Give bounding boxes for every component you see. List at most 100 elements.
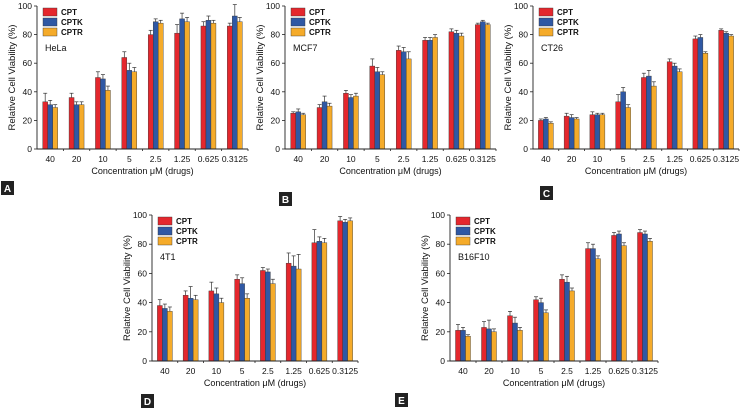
- bar-cptk-10: [100, 78, 106, 150]
- legend-label-cptr: CPTR: [309, 28, 331, 37]
- bar-cptk-40: [162, 308, 168, 362]
- legend-label-cptk: CPTK: [474, 227, 496, 236]
- bar-cpt-5: [369, 65, 376, 150]
- bar-cpt-10: [589, 114, 596, 150]
- bar-cpt-0.3125: [227, 25, 233, 150]
- y-tick-label-60: 60: [519, 58, 529, 68]
- legend-label-cptr: CPTR: [557, 28, 579, 37]
- bar-cptk-0.3125: [642, 233, 648, 362]
- legend-label-cpt: CPT: [61, 8, 77, 17]
- x-tick-label-0.3125: 0.3125: [332, 366, 358, 376]
- bar-cpt-5: [615, 101, 621, 150]
- bar-cptk-10: [213, 293, 220, 362]
- legend-swatch-cptk: [42, 17, 58, 27]
- legend-swatch-cpt: [538, 7, 554, 17]
- x-tick-label-10: 10: [510, 366, 520, 376]
- x-tick-label-1.25: 1.25: [174, 154, 191, 164]
- bar-cpt-2.5: [641, 77, 647, 150]
- legend-label-cptr: CPTR: [61, 28, 83, 37]
- bar-cptr-0.625: [321, 242, 328, 362]
- bar-cpt-20: [316, 107, 323, 150]
- bar-cpt-0.3125: [337, 220, 343, 362]
- x-tick-label-10: 10: [346, 154, 356, 164]
- bar-cptk-40: [295, 111, 301, 150]
- bar-cptr-0.625: [210, 22, 217, 150]
- bar-cptk-20: [187, 298, 194, 362]
- y-tick-label-20: 20: [436, 327, 446, 337]
- y-axis-label: Relative Cell Viability (%): [255, 25, 266, 131]
- bar-cptr-40: [167, 311, 173, 362]
- bar-cptr-40: [300, 114, 306, 150]
- bar-cptr-10: [218, 302, 225, 362]
- bar-cpt-0.625: [448, 31, 455, 150]
- bar-cptr-5: [543, 312, 549, 362]
- bar-cpt-10: [343, 93, 349, 150]
- bar-cptr-0.3125: [347, 220, 353, 362]
- x-axis-label: Concentration μM (drugs): [503, 378, 605, 388]
- y-tick-label-40: 40: [23, 87, 33, 97]
- x-axis-label: Concentration μM (drugs): [204, 378, 306, 388]
- bar-cpt-0.3125: [718, 30, 724, 150]
- bar-cptk-0.3125: [480, 21, 486, 150]
- y-tick-label-20: 20: [519, 115, 529, 125]
- y-tick-label-20: 20: [23, 115, 33, 125]
- bar-cptk-5: [538, 302, 544, 362]
- bar-cpt-1.25: [666, 61, 673, 150]
- bar-cpt-5: [121, 57, 128, 150]
- bar-cptk-10: [348, 97, 354, 150]
- chart-panel-c: 0 20 40 60 80 100 40 20 10 5 2.5 1.25 0.625 0.3125 Con…: [503, 1, 740, 200]
- bar-cptr-0.625: [621, 245, 627, 362]
- y-tick-label-80: 80: [271, 30, 281, 40]
- x-tick-label-0.3125: 0.3125: [632, 366, 658, 376]
- bar-cptr-1.25: [595, 258, 601, 362]
- y-axis-label: Relative Cell Viability (%): [122, 235, 133, 341]
- bar-cptk-1.25: [179, 18, 185, 150]
- x-tick-label-5: 5: [240, 366, 245, 376]
- bar-cptk-20: [321, 101, 328, 150]
- y-tick-label-100: 100: [133, 210, 147, 220]
- y-tick-label-80: 80: [138, 239, 148, 249]
- bar-cptr-0.3125: [728, 35, 734, 150]
- bar-cptr-1.25: [432, 37, 438, 150]
- bar-cptk-5: [620, 91, 626, 150]
- bar-cpt-40: [42, 101, 48, 150]
- bar-cptk-10: [512, 322, 518, 362]
- bar-cpt-10: [95, 77, 101, 150]
- bar-cptk-0.625: [453, 32, 460, 150]
- bar-cptr-0.625: [458, 35, 465, 150]
- panel-letter-e: E: [398, 396, 405, 407]
- y-tick-label-40: 40: [138, 298, 148, 308]
- bar-cptk-2.5: [265, 271, 271, 362]
- bar-cptk-0.625: [697, 37, 704, 150]
- bar-cptr-2.5: [157, 22, 164, 150]
- legend-label-cpt: CPT: [176, 217, 192, 226]
- bar-cptr-5: [131, 71, 138, 150]
- bar-cptr-0.625: [702, 52, 709, 150]
- bar-cptk-20: [568, 117, 575, 150]
- bar-cpt-0.625: [611, 235, 617, 362]
- bar-cptk-5: [239, 283, 245, 362]
- legend-swatch-cptk: [290, 17, 306, 27]
- panel-letter-c: C: [543, 189, 550, 200]
- legend-swatch-cpt: [42, 7, 58, 17]
- y-tick-label-100: 100: [514, 1, 528, 11]
- bar-cpt-2.5: [147, 34, 154, 150]
- bar-cptr-5: [625, 107, 631, 150]
- x-axis-label: Concentration μM (drugs): [585, 166, 687, 176]
- x-tick-label-10: 10: [212, 366, 222, 376]
- y-tick-label-80: 80: [436, 239, 446, 249]
- x-tick-label-0.625: 0.625: [309, 366, 331, 376]
- y-axis-label: Relative Cell Viability (%): [420, 235, 431, 341]
- y-tick-label-60: 60: [436, 268, 446, 278]
- legend-label-cpt: CPT: [557, 8, 573, 17]
- cell-line-title: CT26: [541, 43, 563, 53]
- bar-cptr-10: [517, 330, 523, 362]
- x-tick-label-5: 5: [375, 154, 380, 164]
- x-tick-label-1.25: 1.25: [285, 366, 302, 376]
- bar-cpt-20: [563, 115, 570, 150]
- y-tick-label-0: 0: [440, 356, 445, 366]
- bar-cptr-40: [52, 107, 58, 150]
- bar-cptk-1.25: [671, 65, 678, 150]
- y-tick-label-80: 80: [519, 30, 529, 40]
